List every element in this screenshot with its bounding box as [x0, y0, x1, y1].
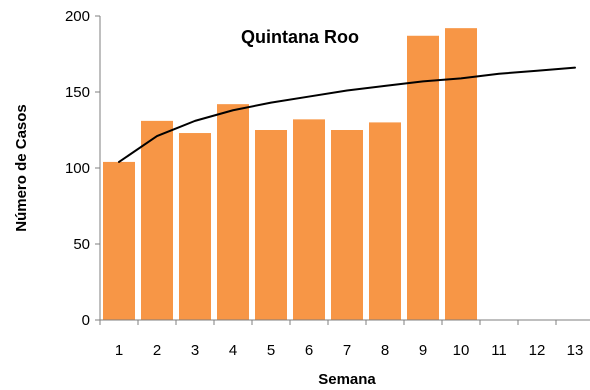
x-tick-label: 10	[453, 342, 470, 359]
y-axis-title: Número de Casos	[13, 104, 30, 232]
y-tick-label: 0	[82, 312, 90, 329]
x-tick-label: 3	[191, 342, 199, 359]
chart-title: Quintana Roo	[241, 27, 359, 47]
x-tick-label: 5	[267, 342, 275, 359]
x-tick-label: 9	[419, 342, 427, 359]
x-tick-label: 8	[381, 342, 389, 359]
axes-group	[95, 15, 590, 325]
bar-week-1	[103, 161, 135, 320]
x-tick-label: 1	[115, 342, 123, 359]
y-tick-label: 150	[65, 84, 90, 101]
x-tick-label: 11	[491, 342, 507, 359]
x-tick-label: 7	[343, 342, 351, 359]
bar-week-2	[141, 120, 173, 320]
bar-week-8	[369, 122, 401, 321]
trendline	[118, 66, 576, 163]
x-tick-label: 13	[567, 342, 584, 359]
trendline-group	[118, 66, 576, 163]
bar-week-7	[331, 130, 363, 320]
bar-week-3	[179, 133, 211, 320]
x-tick-label: 12	[529, 342, 546, 359]
x-axis-title: Semana	[318, 371, 376, 388]
x-tick-label: 4	[229, 342, 237, 359]
x-tick-label: 2	[153, 342, 161, 359]
bar-week-4	[217, 104, 249, 320]
y-tick-label: 200	[65, 8, 90, 25]
bar-week-10	[445, 28, 477, 320]
x-tick-label: 6	[305, 342, 313, 359]
y-tick-label: 50	[73, 236, 90, 253]
bar-week-9	[407, 35, 439, 320]
y-tick-label: 100	[65, 160, 90, 177]
bars-group	[103, 28, 477, 321]
bar-week-6	[293, 119, 325, 320]
bar-week-5	[255, 130, 287, 320]
